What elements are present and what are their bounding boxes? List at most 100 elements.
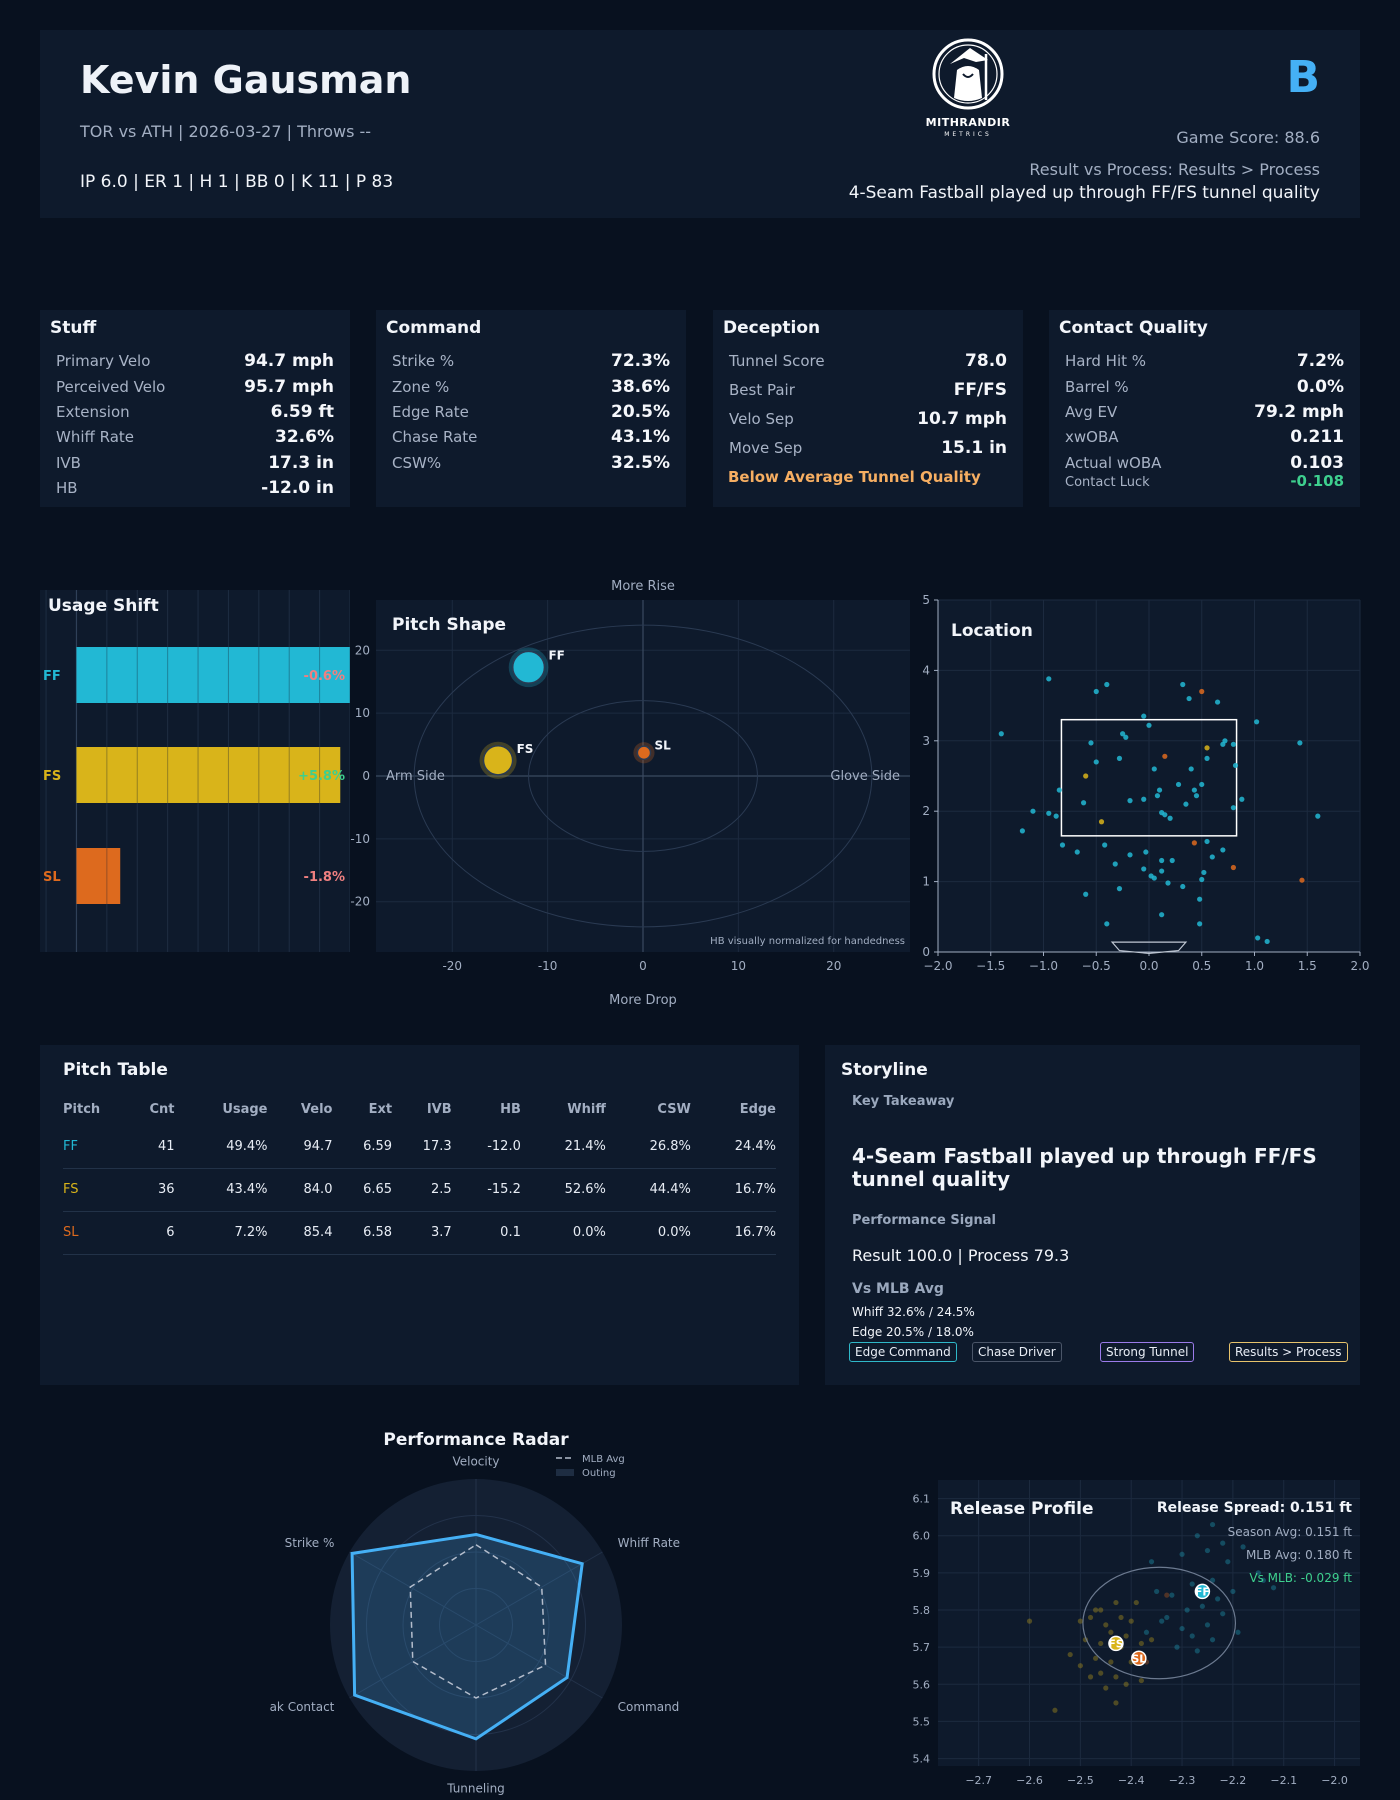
release-point-fs xyxy=(1103,1622,1109,1628)
release-mean-label: FS xyxy=(1108,1637,1124,1650)
usage-bar-fs xyxy=(76,747,341,803)
radar-axis-label: Command xyxy=(618,1700,680,1714)
table-cell: 41 xyxy=(123,1125,175,1169)
storyline-panel: Storyline Key Takeaway 4-Seam Fastball p… xyxy=(825,1045,1360,1385)
location-point-ff xyxy=(1193,793,1200,799)
metric-label: Tunnel Score xyxy=(729,352,825,370)
wizard-logo-icon xyxy=(932,38,1004,110)
table-cell: 85.4 xyxy=(267,1211,333,1255)
release-point-fs xyxy=(1138,1640,1144,1647)
release-point-fs xyxy=(1093,1655,1099,1661)
metric-row: Whiff Rate 32.6% xyxy=(56,427,334,447)
column-header: Usage xyxy=(222,1102,268,1118)
release-point-ff xyxy=(1199,1603,1205,1609)
metric-row: CSW% 32.5% xyxy=(392,453,670,473)
metric-label: Barrel % xyxy=(1065,378,1129,396)
release-point-fs xyxy=(1087,1614,1094,1621)
location-point-ff xyxy=(1199,781,1205,788)
radar-mlb-polygon xyxy=(409,1543,547,1699)
location-point-ff xyxy=(1088,740,1094,746)
release-point-ff xyxy=(1169,1592,1175,1598)
release-point-sl xyxy=(1164,1592,1170,1598)
location-point-ff xyxy=(1186,695,1192,702)
location-point-ff xyxy=(1030,808,1036,814)
release-point-ff xyxy=(1220,1611,1226,1617)
x-tick-label: −2.3 xyxy=(1169,1774,1196,1787)
deception-card-title: Deception xyxy=(723,318,821,338)
location-point-sl xyxy=(1230,864,1236,871)
release-point-ff xyxy=(1255,1570,1261,1576)
metric-row: Extension 6.59 ft xyxy=(56,402,334,422)
release-point-fs xyxy=(1138,1677,1144,1684)
release-point-ff xyxy=(1179,1551,1185,1557)
metric-row: xwOBA 0.211 xyxy=(1065,427,1344,447)
metric-value: 43.1% xyxy=(611,427,670,447)
arm-side-label: Arm Side xyxy=(386,769,445,784)
metric-value: 72.3% xyxy=(611,351,670,371)
release-point-ff xyxy=(1189,1633,1195,1639)
release-point-ff xyxy=(1184,1607,1190,1613)
y-tick-label: 5.7 xyxy=(913,1641,931,1654)
x-tick-label: −1.0 xyxy=(1029,959,1058,973)
y-tick-label: 1 xyxy=(922,875,930,889)
radar-axis-label: Velocity xyxy=(452,1454,499,1468)
metric-value: -12.0 in xyxy=(261,478,334,498)
metric-row: Barrel % 0.0% xyxy=(1065,377,1344,397)
contact-card: Contact Quality Hard Hit % 7.2% Barrel % 0… xyxy=(1049,310,1360,507)
legend-mlb-label: MLB Avg xyxy=(582,1454,625,1465)
headline: 4-Seam Fastball played up through FF/FS … xyxy=(848,183,1320,203)
release-point-fs xyxy=(1108,1629,1114,1635)
column-header: Pitch xyxy=(63,1102,101,1118)
location-point-ff xyxy=(1159,912,1165,918)
pitch-label: SL xyxy=(655,738,672,752)
location-point-ff xyxy=(1141,713,1147,719)
location-point-ff xyxy=(1167,815,1173,821)
tag-results-over-process: Results > Process xyxy=(1229,1342,1348,1362)
location-point-ff xyxy=(1197,896,1203,902)
metric-value: 15.1 in xyxy=(941,438,1007,458)
location-point-sl xyxy=(1199,688,1205,695)
pitch-label: FS xyxy=(517,742,534,756)
table-cell: 3.7 xyxy=(392,1211,452,1255)
location-point-ff xyxy=(1159,857,1165,864)
location-point-ff xyxy=(1053,813,1059,819)
metric-value: 32.6% xyxy=(275,427,334,447)
x-tick-label: −2.0 xyxy=(1321,1774,1348,1787)
location-point-ff xyxy=(1165,880,1171,886)
y-tick-label: 5.9 xyxy=(913,1567,931,1580)
column-header: HB xyxy=(500,1102,521,1118)
location-point-ff xyxy=(1104,681,1110,688)
movement-ring xyxy=(528,700,758,852)
location-point-ff xyxy=(1080,800,1087,806)
usage-bar-sl xyxy=(76,848,121,904)
usage-delta-label: -0.6% xyxy=(304,669,345,684)
y-tick-label: 0 xyxy=(362,769,370,783)
table-cell: 6.65 xyxy=(332,1168,393,1212)
metric-row: Contact Luck -0.108 xyxy=(1065,472,1344,490)
location-point-ff xyxy=(1112,861,1118,867)
x-tick-label: −2.7 xyxy=(965,1774,992,1787)
location-point-ff xyxy=(998,731,1004,737)
release-profile-chart: −2.7 −2.6 −2.5 −2.4 −2.3 −2.2 −2.1 −2.0 5.4 5.5 5.… xyxy=(913,1480,1360,1787)
location-point-sl xyxy=(1299,877,1305,883)
release-point-fs xyxy=(1087,1674,1094,1680)
brand-logo: MITHRANDIR METRICS xyxy=(908,36,1028,138)
table-cell: 0.1 xyxy=(451,1211,521,1255)
location-point-ff xyxy=(1156,787,1163,793)
location-point-ff xyxy=(1120,731,1126,737)
release-point-fs xyxy=(1113,1674,1119,1680)
table-row: FF 41 49.4% 94.7 6.59 17.3 -12.0 21.4% 2… xyxy=(63,1125,776,1169)
location-point-ff xyxy=(1074,849,1080,855)
table-cell: -15.2 xyxy=(451,1168,521,1212)
table-cell: 52.6% xyxy=(520,1168,606,1212)
location-point-ff xyxy=(1151,766,1157,772)
release-point-fs xyxy=(1077,1663,1083,1669)
metric-label: Strike % xyxy=(392,352,455,370)
metric-label: Perceived Velo xyxy=(56,378,166,396)
location-point-ff xyxy=(1123,734,1129,740)
location-point-ff xyxy=(1204,838,1210,845)
location-point-ff xyxy=(1297,740,1303,746)
table-cell: 0.0% xyxy=(520,1211,606,1255)
location-point-ff xyxy=(1204,755,1210,761)
stat-line: IP 6.0 | ER 1 | H 1 | BB 0 | K 11 | P 83 xyxy=(80,172,394,192)
